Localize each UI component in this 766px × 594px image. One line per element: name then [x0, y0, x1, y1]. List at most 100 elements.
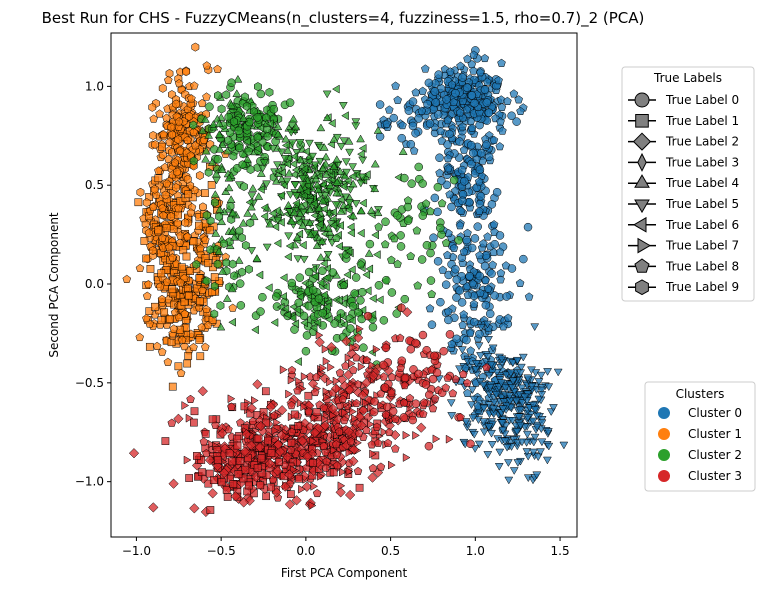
data-point — [430, 87, 440, 96]
data-point — [491, 390, 501, 399]
data-point — [512, 397, 521, 406]
data-point — [339, 137, 349, 146]
data-point — [356, 149, 365, 159]
data-point — [198, 126, 208, 134]
data-point — [305, 205, 315, 213]
data-point — [287, 400, 296, 410]
data-point — [457, 298, 467, 307]
data-point — [182, 67, 191, 77]
data-point — [348, 163, 358, 172]
data-point — [514, 95, 523, 104]
data-point — [209, 120, 218, 128]
data-point — [298, 181, 308, 189]
data-point — [468, 414, 478, 423]
data-point — [485, 309, 495, 319]
data-point — [300, 372, 309, 382]
clusters-legend: Clusters Cluster 0 Cluster 1 Cluster 2 Clus… — [644, 381, 756, 492]
data-point — [460, 177, 469, 186]
data-point — [508, 359, 518, 368]
data-point — [283, 159, 291, 169]
data-point — [426, 248, 435, 258]
data-point — [223, 493, 232, 501]
data-point — [205, 469, 214, 478]
data-point — [299, 470, 310, 482]
data-point — [213, 259, 222, 269]
data-point — [276, 430, 287, 441]
data-point — [175, 146, 185, 155]
data-point — [339, 299, 348, 309]
data-point — [419, 398, 429, 407]
data-point — [321, 282, 330, 292]
data-point — [331, 439, 341, 449]
data-point — [145, 307, 154, 316]
data-point — [151, 302, 159, 311]
data-point — [348, 171, 357, 181]
data-point — [233, 441, 242, 450]
data-point — [497, 355, 507, 364]
data-point — [302, 147, 310, 156]
legend-marker-hexagon — [635, 279, 649, 296]
data-point — [189, 127, 198, 136]
data-point — [318, 308, 327, 318]
data-point — [507, 111, 516, 120]
data-point — [289, 465, 298, 475]
data-point — [381, 343, 391, 353]
data-point — [256, 307, 265, 316]
data-point — [307, 448, 318, 460]
data-point — [496, 379, 506, 388]
cluster-legend-label: Cluster 2 — [688, 448, 742, 462]
data-point — [446, 67, 455, 76]
data-point — [315, 219, 324, 229]
data-point — [335, 241, 343, 251]
data-point — [519, 254, 528, 264]
data-point — [537, 386, 547, 395]
data-point — [286, 128, 296, 137]
data-point — [332, 177, 342, 186]
data-point — [296, 184, 305, 193]
data-point — [499, 322, 508, 331]
data-point — [293, 255, 303, 264]
data-point — [442, 95, 451, 104]
data-point — [294, 422, 303, 430]
legend-label: True Label 1 — [665, 114, 739, 128]
data-point — [323, 302, 331, 312]
data-point — [315, 330, 324, 340]
data-point — [347, 228, 355, 238]
data-point — [217, 217, 227, 226]
data-point — [308, 285, 318, 295]
data-point — [340, 320, 349, 330]
legend-label: True Label 9 — [665, 280, 739, 294]
data-point — [157, 269, 166, 278]
data-point — [329, 468, 338, 477]
data-point — [351, 200, 361, 208]
data-point — [319, 403, 329, 412]
data-point — [294, 357, 302, 367]
data-point — [418, 179, 427, 188]
data-point — [476, 323, 486, 332]
data-point — [425, 390, 434, 400]
data-point — [228, 317, 236, 327]
data-point — [500, 384, 510, 393]
data-point — [344, 136, 354, 145]
y-tick-label: 0.0 — [85, 277, 104, 291]
cluster-legend-marker — [658, 428, 670, 440]
data-point — [465, 271, 474, 281]
data-point — [430, 193, 440, 203]
data-point — [536, 448, 545, 457]
true-labels-legend-frame — [621, 66, 755, 302]
data-point — [211, 229, 221, 237]
data-point — [228, 208, 238, 217]
data-point — [300, 402, 309, 412]
data-point — [202, 276, 211, 286]
data-point — [332, 84, 340, 94]
data-point — [226, 195, 236, 203]
data-point — [264, 283, 273, 293]
data-point — [215, 212, 224, 222]
data-point — [198, 468, 206, 477]
data-point — [223, 146, 232, 155]
data-point — [258, 164, 268, 173]
data-point — [241, 465, 250, 474]
data-point — [455, 365, 464, 374]
data-point — [436, 297, 445, 307]
data-point — [205, 226, 214, 235]
